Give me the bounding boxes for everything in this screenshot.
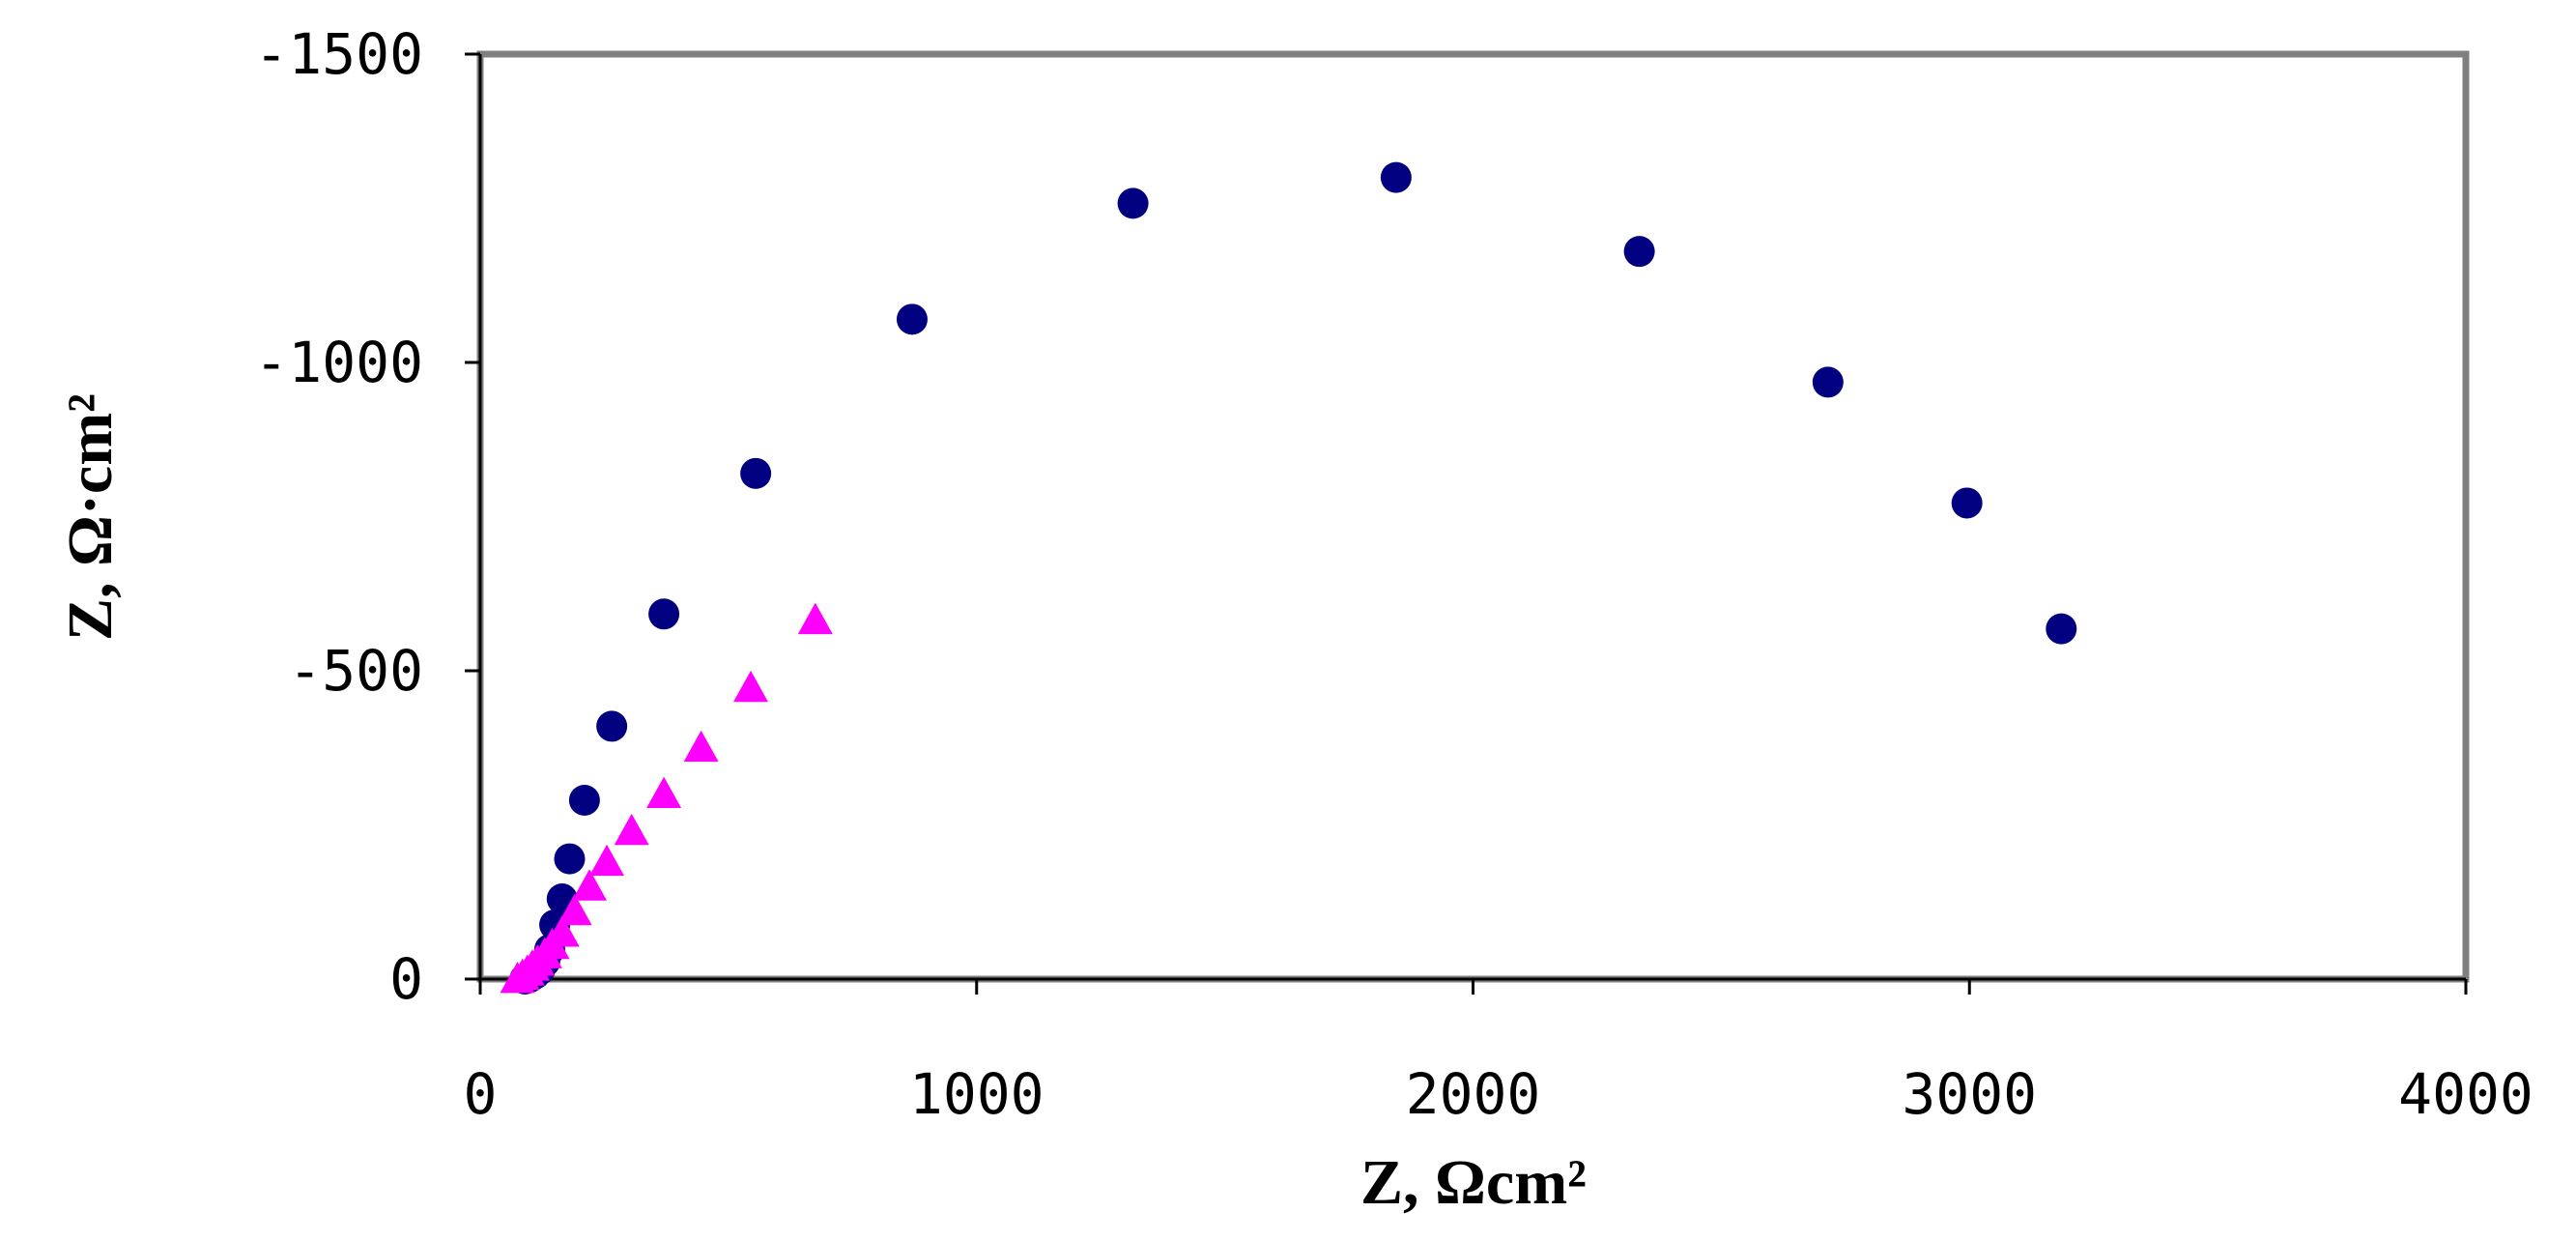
x-tick-label: 4000: [2398, 1061, 2533, 1127]
y-tick-label: -1500: [254, 21, 423, 87]
series-circles: [509, 161, 2077, 995]
y-tick-label: 0: [389, 946, 423, 1012]
data-point-triangle: [614, 813, 649, 846]
data-point-triangle: [589, 844, 625, 877]
data-point-triangle: [557, 893, 592, 926]
data-point-circle: [1951, 487, 1983, 519]
data-point-triangle: [683, 730, 719, 763]
data-point-circle: [1812, 366, 1844, 398]
x-tick-label: 2000: [1406, 1061, 1541, 1127]
y-axis-title: Z, Ω·cm²: [55, 393, 126, 641]
data-point-circle: [596, 710, 628, 742]
data-point-triangle: [544, 915, 580, 947]
data-point-circle: [1380, 161, 1412, 193]
y-tick-label: -1000: [254, 330, 423, 395]
data-point-triangle: [646, 776, 682, 808]
data-point-circle: [648, 598, 680, 630]
x-tick-label: 3000: [1902, 1061, 2037, 1127]
data-point-circle: [2046, 613, 2077, 645]
data-point-circle: [896, 303, 928, 335]
x-tick-label: 1000: [909, 1061, 1045, 1127]
x-tick-label: 0: [464, 1061, 498, 1127]
axis-tick-labels: 0 1000 2000 3000 4000 0 -500 -1000 -1500: [254, 21, 2533, 1127]
data-point-circle: [740, 457, 772, 489]
plot-frame: [476, 50, 2470, 983]
data-point-triangle: [572, 869, 608, 901]
x-axis-title: Z, Ωcm²: [1360, 1147, 1587, 1218]
data-point-circle: [1117, 188, 1149, 219]
y-tick-label: -500: [288, 638, 423, 704]
data-point-circle: [554, 843, 586, 875]
data-point-circle: [568, 784, 600, 816]
axis-ticks: [465, 52, 2468, 995]
data-point-circle: [1623, 236, 1655, 268]
data-point-triangle: [732, 670, 768, 703]
series-triangles: [500, 602, 833, 994]
data-point-triangle: [797, 602, 833, 635]
